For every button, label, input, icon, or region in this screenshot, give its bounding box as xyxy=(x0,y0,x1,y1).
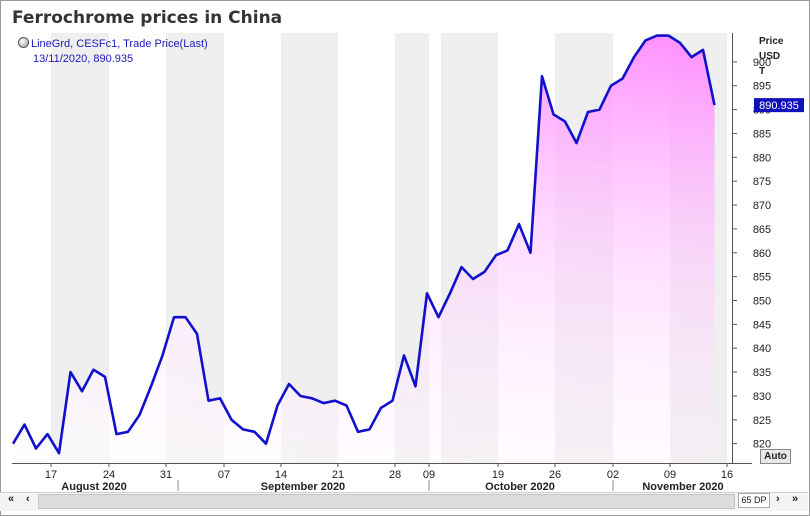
y-tick-label: 885 xyxy=(753,128,771,140)
y-tick-label: 820 xyxy=(753,439,771,451)
y-tick-label: 900 xyxy=(753,57,771,69)
y-tick-label: 870 xyxy=(753,200,771,212)
scroll-last-button[interactable]: » xyxy=(792,493,799,505)
x-tick-label: 09 xyxy=(664,469,676,481)
scrollbar-track[interactable] xyxy=(38,494,735,509)
y-unit-line3: T xyxy=(759,66,766,77)
y-tick-label: 835 xyxy=(753,367,771,379)
y-axis: 820 825 830 835 840 845 850 855 860 865 870 875 880 8… xyxy=(732,33,804,463)
x-tick-label: 09 xyxy=(423,469,435,481)
y-unit-line2: USD xyxy=(759,51,781,62)
legend: LineGrd, CESFc1, Trade Price(Last) 13/11… xyxy=(18,37,208,67)
current-value-label: 890.935 xyxy=(759,100,799,112)
x-tick-label: 14 xyxy=(275,469,287,481)
chart-title: Ferrochrome prices in China xyxy=(12,8,283,28)
x-tick-label: 19 xyxy=(492,469,504,481)
y-tick-label: 860 xyxy=(753,248,771,260)
y-tick-label: 830 xyxy=(753,391,771,403)
y-tick-label: 825 xyxy=(753,415,771,427)
legend-line1: LineGrd, CESFc1, Trade Price(Last) xyxy=(31,38,208,50)
x-tick-label: 07 xyxy=(218,469,230,481)
y-tick-label: 855 xyxy=(753,272,771,284)
y-tick-label: 865 xyxy=(753,224,771,236)
scroll-first-button[interactable]: « xyxy=(8,493,15,505)
zoom-level[interactable]: 65 DP xyxy=(738,493,770,508)
x-tick-label: 16 xyxy=(721,469,733,481)
y-tick-label: 875 xyxy=(753,176,771,188)
x-tick-label: 02 xyxy=(607,469,619,481)
price-line xyxy=(12,34,716,455)
x-tick-label: 28 xyxy=(389,469,401,481)
y-axis-unit: Price USD T xyxy=(759,34,783,79)
y-unit-line1: Price xyxy=(759,36,784,47)
current-value-badge xyxy=(754,98,804,113)
x-tick-label: 26 xyxy=(549,469,561,481)
month-label: November 2020 xyxy=(642,481,723,493)
scroll-next-button[interactable]: › xyxy=(776,493,780,505)
month-label: September 2020 xyxy=(261,481,345,493)
area-fade xyxy=(13,35,715,463)
scroll-prev-button[interactable]: ‹ xyxy=(26,493,30,505)
x-tick-label: 31 xyxy=(160,469,172,481)
auto-scale-button[interactable]: Auto xyxy=(760,449,791,464)
y-tick-label: 895 xyxy=(753,81,771,93)
month-label: August 2020 xyxy=(61,481,126,493)
y-tick-label: 850 xyxy=(753,296,771,308)
y-tick-label: 845 xyxy=(753,319,771,331)
x-tick-label: 21 xyxy=(332,469,344,481)
legend-knob-icon[interactable] xyxy=(18,37,29,48)
month-label: October 2020 xyxy=(485,481,555,493)
x-tick-label: 17 xyxy=(45,469,57,481)
y-tick-label: 840 xyxy=(753,343,771,355)
plot-area[interactable] xyxy=(12,33,732,463)
legend-line2: 13/11/2020, 890.935 xyxy=(33,53,134,65)
x-tick-label: 24 xyxy=(103,469,115,481)
y-tick-label: 880 xyxy=(753,152,771,164)
x-axis: 17 24 31 07 14 21 28 09 19 26 02 09 16 August 2020 Sep… xyxy=(12,463,752,493)
